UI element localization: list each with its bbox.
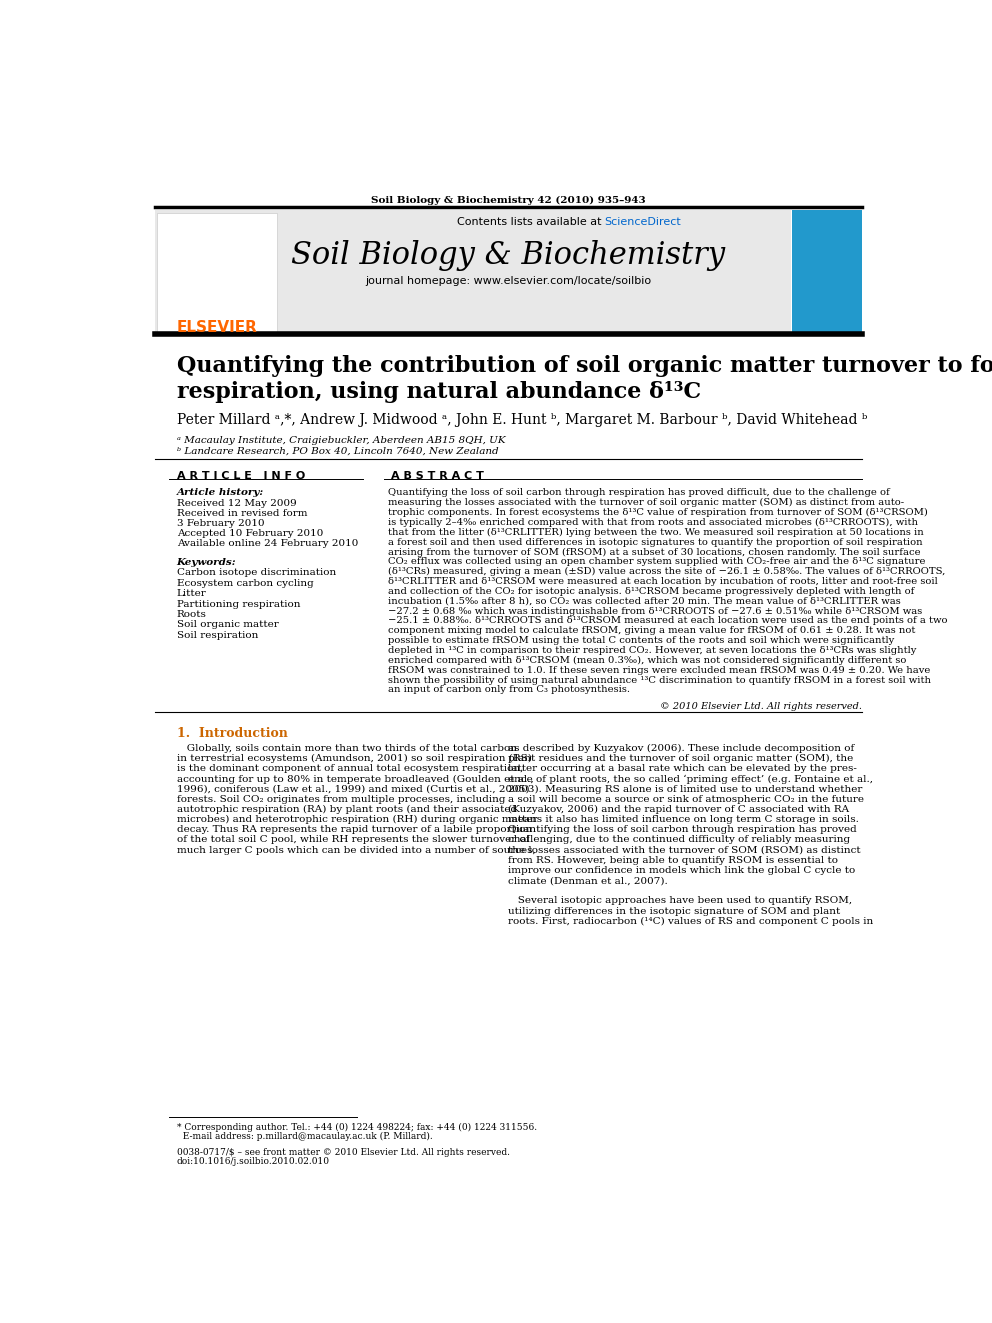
Text: Soil respiration: Soil respiration [177, 631, 258, 640]
Text: Quantifying the loss of soil carbon through respiration has proved: Quantifying the loss of soil carbon thro… [509, 826, 857, 835]
Text: Keywords:: Keywords: [177, 557, 236, 566]
Text: Peter Millard ᵃ,*, Andrew J. Midwood ᵃ, John E. Hunt ᵇ, Margaret M. Barbour ᵇ, D: Peter Millard ᵃ,*, Andrew J. Midwood ᵃ, … [177, 413, 867, 427]
Text: possible to estimate fRSOM using the total C contents of the roots and soil whic: possible to estimate fRSOM using the tot… [388, 636, 894, 646]
Text: microbes) and heterotrophic respiration (RH) during organic matter: microbes) and heterotrophic respiration … [177, 815, 537, 824]
Text: and collection of the CO₂ for isotopic analysis. δ¹³CRSOM became progressively d: and collection of the CO₂ for isotopic a… [388, 587, 914, 595]
Text: 0038-0717/$ – see front matter © 2010 Elsevier Ltd. All rights reserved.: 0038-0717/$ – see front matter © 2010 El… [177, 1148, 510, 1158]
Text: ᵇ Landcare Research, PO Box 40, Lincoln 7640, New Zealand: ᵇ Landcare Research, PO Box 40, Lincoln … [177, 447, 498, 455]
Text: journal homepage: www.elsevier.com/locate/soilbio: journal homepage: www.elsevier.com/locat… [365, 275, 652, 286]
Text: * Corresponding author. Tel.: +44 (0) 1224 498224; fax: +44 (0) 1224 311556.: * Corresponding author. Tel.: +44 (0) 12… [177, 1123, 537, 1132]
Text: a soil will become a source or sink of atmospheric CO₂ in the future: a soil will become a source or sink of a… [509, 795, 864, 804]
Text: respiration, using natural abundance δ¹³C: respiration, using natural abundance δ¹³… [177, 381, 700, 402]
Text: plant residues and the turnover of soil organic matter (SOM), the: plant residues and the turnover of soil … [509, 754, 854, 763]
Text: © 2010 Elsevier Ltd. All rights reserved.: © 2010 Elsevier Ltd. All rights reserved… [660, 703, 862, 712]
Text: is typically 2–4‰ enriched compared with that from roots and associated microbes: is typically 2–4‰ enriched compared with… [388, 517, 918, 527]
Text: Accepted 10 February 2010: Accepted 10 February 2010 [177, 529, 323, 538]
Text: depleted in ¹³C in comparison to their respired CO₂. However, at seven locations: depleted in ¹³C in comparison to their r… [388, 646, 916, 655]
Text: ScienceDirect: ScienceDirect [604, 217, 682, 228]
Text: Litter: Litter [177, 589, 206, 598]
Text: Globally, soils contain more than two thirds of the total carbon: Globally, soils contain more than two th… [177, 744, 517, 753]
Text: 3 February 2010: 3 February 2010 [177, 519, 264, 528]
Text: Article history:: Article history: [177, 488, 264, 497]
Text: as described by Kuzyakov (2006). These include decomposition of: as described by Kuzyakov (2006). These i… [509, 744, 855, 753]
Text: challenging, due to the continued difficulty of reliably measuring: challenging, due to the continued diffic… [509, 835, 850, 844]
Text: in terrestrial ecosystems (Amundson, 2001) so soil respiration (RS): in terrestrial ecosystems (Amundson, 200… [177, 754, 532, 763]
Text: shown the possibility of using natural abundance ¹³C discrimination to quantify : shown the possibility of using natural a… [388, 676, 930, 684]
Text: Partitioning respiration: Partitioning respiration [177, 599, 301, 609]
Text: improve our confidence in models which link the global C cycle to: improve our confidence in models which l… [509, 867, 856, 875]
Text: Roots: Roots [177, 610, 206, 619]
Text: Soil Biology & Biochemistry: Soil Biology & Biochemistry [292, 239, 725, 271]
Text: measuring the losses associated with the turnover of soil organic matter (SOM) a: measuring the losses associated with the… [388, 499, 904, 507]
Text: decay. Thus RA represents the rapid turnover of a labile proportion: decay. Thus RA represents the rapid turn… [177, 826, 532, 835]
Text: means it also has limited influence on long term C storage in soils.: means it also has limited influence on l… [509, 815, 859, 824]
Text: a forest soil and then used differences in isotopic signatures to quantify the p: a forest soil and then used differences … [388, 537, 923, 546]
Text: Received in revised form: Received in revised form [177, 509, 308, 519]
Text: the losses associated with the turnover of SOM (RSOM) as distinct: the losses associated with the turnover … [509, 845, 861, 855]
Text: is the dominant component of annual total ecosystem respiration,: is the dominant component of annual tota… [177, 765, 523, 773]
Text: Soil organic matter: Soil organic matter [177, 620, 279, 630]
Text: Several isotopic approaches have been used to quantify RSOM,: Several isotopic approaches have been us… [509, 897, 852, 905]
Text: E-mail address: p.millard@macaulay.ac.uk (P. Millard).: E-mail address: p.millard@macaulay.ac.uk… [177, 1132, 433, 1142]
Text: accounting for up to 80% in temperate broadleaved (Goulden et al.,: accounting for up to 80% in temperate br… [177, 774, 534, 783]
Text: enriched compared with δ¹³CRSOM (mean 0.3‰), which was not considered significan: enriched compared with δ¹³CRSOM (mean 0.… [388, 656, 906, 665]
Text: of the total soil C pool, while RH represents the slower turnover of: of the total soil C pool, while RH repre… [177, 835, 529, 844]
Text: arising from the turnover of SOM (fRSOM) at a subset of 30 locations, chosen ran: arising from the turnover of SOM (fRSOM)… [388, 548, 921, 557]
Text: Carbon isotope discrimination: Carbon isotope discrimination [177, 569, 336, 577]
Text: forests. Soil CO₂ originates from multiple processes, including: forests. Soil CO₂ originates from multip… [177, 795, 505, 804]
Text: fRSOM was constrained to 1.0. If these seven rings were excluded mean fRSOM was : fRSOM was constrained to 1.0. If these s… [388, 665, 930, 675]
Text: 1.  Introduction: 1. Introduction [177, 728, 288, 740]
Text: (δ¹³CRs) measured, giving a mean (±SD) value across the site of −26.1 ± 0.58‰. T: (δ¹³CRs) measured, giving a mean (±SD) v… [388, 568, 944, 577]
Text: doi:10.1016/j.soilbio.2010.02.010: doi:10.1016/j.soilbio.2010.02.010 [177, 1156, 329, 1166]
FancyBboxPatch shape [792, 209, 862, 335]
Text: much larger C pools which can be divided into a number of sources,: much larger C pools which can be divided… [177, 845, 536, 855]
Text: Quantifying the contribution of soil organic matter turnover to forest soil: Quantifying the contribution of soil org… [177, 355, 992, 377]
Text: CO₂ efflux was collected using an open chamber system supplied with CO₂-free air: CO₂ efflux was collected using an open c… [388, 557, 925, 566]
Text: (Kuzyakov, 2006) and the rapid turnover of C associated with RA: (Kuzyakov, 2006) and the rapid turnover … [509, 804, 849, 814]
Text: incubation (1.5‰ after 8 h), so CO₂ was collected after 20 min. The mean value o: incubation (1.5‰ after 8 h), so CO₂ was … [388, 597, 901, 606]
Text: −27.2 ± 0.68 ‰ which was indistinguishable from δ¹³CRROOTS of −27.6 ± 0.51‰ whil: −27.2 ± 0.68 ‰ which was indistinguishab… [388, 606, 922, 615]
Text: an input of carbon only from C₃ photosynthesis.: an input of carbon only from C₃ photosyn… [388, 685, 630, 695]
Text: utilizing differences in the isotopic signature of SOM and plant: utilizing differences in the isotopic si… [509, 906, 840, 916]
Text: ence of plant roots, the so called ‘priming effect’ (e.g. Fontaine et al.,: ence of plant roots, the so called ‘prim… [509, 774, 873, 783]
Text: A R T I C L E   I N F O: A R T I C L E I N F O [177, 471, 305, 480]
Text: Quantifying the loss of soil carbon through respiration has proved difficult, du: Quantifying the loss of soil carbon thro… [388, 488, 889, 497]
Text: from RS. However, being able to quantify RSOM is essential to: from RS. However, being able to quantify… [509, 856, 838, 865]
Text: Soil Biology & Biochemistry 42 (2010) 935–943: Soil Biology & Biochemistry 42 (2010) 93… [371, 196, 646, 205]
Text: δ¹³CRLITTER and δ¹³CRSOM were measured at each location by incubation of roots, : δ¹³CRLITTER and δ¹³CRSOM were measured a… [388, 577, 937, 586]
FancyBboxPatch shape [155, 209, 791, 335]
Text: Received 12 May 2009: Received 12 May 2009 [177, 499, 297, 508]
Text: trophic components. In forest ecosystems the δ¹³C value of respiration from turn: trophic components. In forest ecosystems… [388, 508, 928, 517]
Text: 2003). Measuring RS alone is of limited use to understand whether: 2003). Measuring RS alone is of limited … [509, 785, 863, 794]
Text: 1996), coniferous (Law et al., 1999) and mixed (Curtis et al., 2005): 1996), coniferous (Law et al., 1999) and… [177, 785, 529, 794]
Text: that from the litter (δ¹³CRLITTER) lying between the two. We measured soil respi: that from the litter (δ¹³CRLITTER) lying… [388, 528, 924, 537]
Text: A B S T R A C T: A B S T R A C T [392, 471, 484, 480]
Text: Contents lists available at: Contents lists available at [457, 217, 605, 228]
Text: latter occurring at a basal rate which can be elevated by the pres-: latter occurring at a basal rate which c… [509, 765, 857, 773]
Text: ᵃ Macaulay Institute, Craigiebuckler, Aberdeen AB15 8QH, UK: ᵃ Macaulay Institute, Craigiebuckler, Ab… [177, 437, 505, 445]
Text: autotrophic respiration (RA) by plant roots (and their associated: autotrophic respiration (RA) by plant ro… [177, 804, 517, 814]
Text: climate (Denman et al., 2007).: climate (Denman et al., 2007). [509, 876, 669, 885]
Text: Ecosystem carbon cycling: Ecosystem carbon cycling [177, 578, 313, 587]
Text: roots. First, radiocarbon (¹⁴C) values of RS and component C pools in: roots. First, radiocarbon (¹⁴C) values o… [509, 917, 874, 926]
Text: −25.1 ± 0.88‰. δ¹³CRROOTS and δ¹³CRSOM measured at each location were used as th: −25.1 ± 0.88‰. δ¹³CRROOTS and δ¹³CRSOM m… [388, 617, 947, 626]
Text: component mixing model to calculate fRSOM, giving a mean value for fRSOM of 0.61: component mixing model to calculate fRSO… [388, 626, 915, 635]
FancyBboxPatch shape [157, 213, 277, 332]
Text: Available online 24 February 2010: Available online 24 February 2010 [177, 540, 358, 548]
Text: ELSEVIER: ELSEVIER [177, 320, 258, 336]
